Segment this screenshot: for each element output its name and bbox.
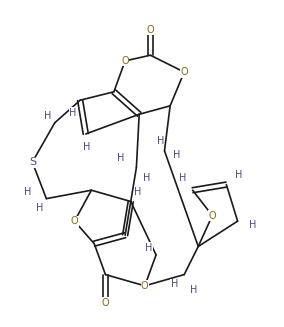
Text: H: H bbox=[174, 150, 181, 160]
Text: H: H bbox=[143, 173, 150, 182]
Text: H: H bbox=[249, 220, 257, 230]
Text: H: H bbox=[171, 280, 178, 289]
Text: H: H bbox=[83, 142, 91, 152]
Text: O: O bbox=[180, 67, 188, 77]
Text: H: H bbox=[235, 170, 243, 180]
Text: H: H bbox=[24, 187, 32, 197]
Text: H: H bbox=[44, 111, 51, 121]
Text: H: H bbox=[36, 203, 43, 214]
Text: O: O bbox=[208, 211, 216, 220]
Text: O: O bbox=[141, 281, 149, 291]
Text: O: O bbox=[147, 25, 154, 35]
Text: O: O bbox=[71, 216, 78, 226]
Text: O: O bbox=[102, 298, 109, 308]
Text: H: H bbox=[134, 187, 141, 197]
Text: H: H bbox=[156, 136, 164, 146]
Text: H: H bbox=[69, 108, 77, 118]
Text: S: S bbox=[29, 157, 36, 167]
Text: H: H bbox=[190, 285, 198, 295]
Text: H: H bbox=[179, 173, 187, 182]
Text: H: H bbox=[117, 153, 125, 163]
Text: O: O bbox=[121, 56, 129, 66]
Text: H: H bbox=[145, 243, 153, 253]
